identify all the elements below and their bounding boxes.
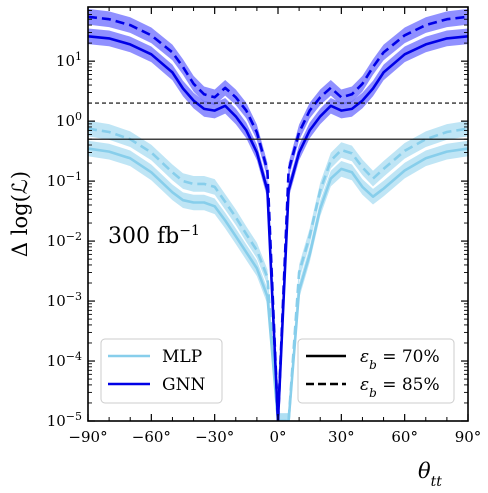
legend-eff-85-label: εb = 85% (360, 375, 440, 400)
x-tick-label: 90° (455, 428, 482, 446)
luminosity-annotation: 300 fb−1 (108, 223, 200, 249)
y-tick-label: 101 (56, 50, 82, 71)
x-axis-label: θtt (418, 459, 442, 490)
reference-lines (88, 102, 468, 140)
legend-efficiency: εb = 70% εb = 85% (297, 338, 455, 404)
x-tick-label: 0° (269, 428, 286, 446)
legend-gnn-label: GNN (162, 375, 205, 395)
y-tick-label: 10−1 (47, 170, 82, 191)
axis-ticks: −90° −60° −30° 0° 30° 60° 90° 10−5 10−4 10−3 10−2 1… (47, 6, 482, 446)
x-tick-label: −90° (68, 428, 107, 446)
line-mlp-70 (88, 147, 468, 421)
y-tick-label: 10−2 (47, 230, 82, 251)
y-tick-label: 100 (56, 110, 82, 130)
x-tick-label: −60° (132, 428, 171, 446)
x-tick-label: −30° (195, 428, 234, 446)
series-lines (88, 15, 468, 421)
line-gnn-85 (88, 15, 468, 421)
line-gnn-70 (88, 35, 468, 421)
line-mlp-85 (88, 127, 468, 421)
y-tick-label: 10−4 (47, 350, 82, 371)
legend-eff-70-label: εb = 70% (360, 347, 440, 372)
y-axis-label: Δ log(ℒ) (8, 171, 32, 257)
y-tick-label: 10−5 (47, 410, 82, 431)
y-tick-label: 10−3 (47, 290, 82, 311)
x-tick-label: 60° (391, 428, 418, 446)
x-tick-label: 30° (328, 428, 355, 446)
legend-models: MLP GNN (100, 338, 223, 404)
legend-mlp-label: MLP (162, 347, 202, 367)
